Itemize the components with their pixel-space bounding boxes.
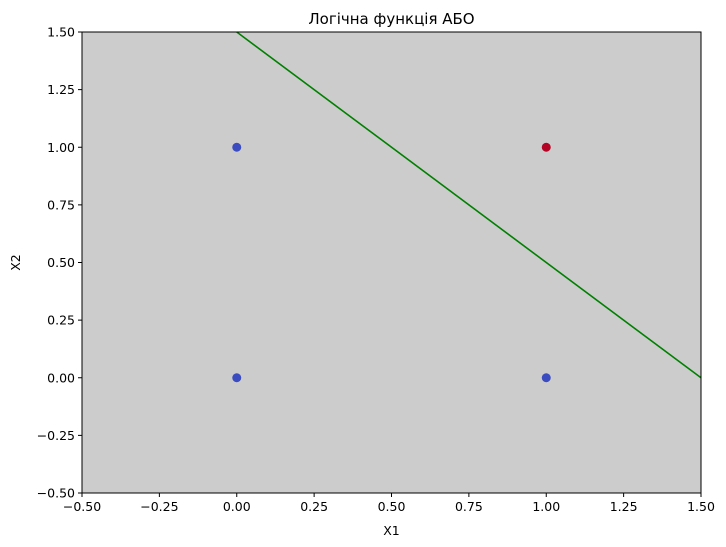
y-tick-label: 0.00 (47, 370, 75, 385)
y-tick-label: 1.00 (47, 140, 75, 155)
x-tick-label: 1.50 (687, 499, 715, 514)
x-tick-label: 0.50 (378, 499, 406, 514)
x-tick-label: 0.75 (455, 499, 483, 514)
y-axis-label: X2 (8, 254, 23, 271)
y-tick-label: 1.25 (47, 82, 75, 97)
chart-title: Логічна функція АБО (308, 10, 474, 28)
data-point (232, 373, 242, 383)
x-tick-label: 0.00 (223, 499, 251, 514)
decision-boundary-line (236, 31, 702, 379)
y-tick-label: 0.75 (47, 197, 75, 212)
x-tick-label: 1.00 (532, 499, 560, 514)
chart-marks (232, 31, 702, 383)
x-tick-label: −0.50 (63, 499, 101, 514)
plot-area (82, 32, 701, 493)
x-axis-label: X1 (383, 523, 400, 538)
y-tick-label: 0.25 (47, 313, 75, 328)
y-axis: −0.50 −0.25 0.00 0.25 0.50 0.75 1.00 1.25 1.50 (37, 25, 82, 501)
data-point (232, 142, 242, 152)
y-tick-label: 1.50 (47, 25, 75, 40)
x-axis: −0.50 −0.25 0.00 0.25 0.50 0.75 1.00 1.25 1.50 (63, 493, 715, 514)
x-tick-label: 1.25 (610, 499, 638, 514)
y-tick-label: −0.25 (37, 428, 75, 443)
data-point (541, 142, 551, 152)
y-tick-label: 0.50 (47, 255, 75, 270)
data-point (541, 373, 551, 383)
x-tick-label: 0.25 (300, 499, 328, 514)
x-tick-label: −0.25 (140, 499, 178, 514)
y-tick-label: −0.50 (37, 486, 75, 501)
